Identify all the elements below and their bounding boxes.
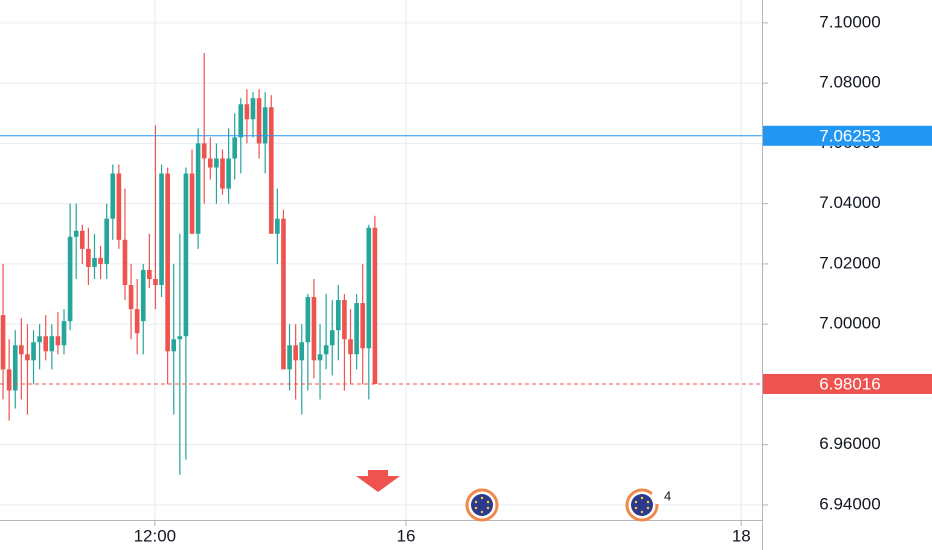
candle-body xyxy=(147,269,152,279)
candle-body xyxy=(348,339,353,355)
candle-body xyxy=(293,345,298,361)
candle-body xyxy=(329,330,335,346)
candle-body xyxy=(226,158,231,189)
last-price-label-box xyxy=(763,373,932,394)
candle-body xyxy=(37,336,42,343)
candle-body xyxy=(122,239,128,286)
candle-body xyxy=(12,345,18,391)
sell-marker[interactable] xyxy=(356,476,400,492)
candles xyxy=(0,53,378,475)
candle-body xyxy=(79,230,85,249)
candle-body xyxy=(256,98,262,144)
candle-body xyxy=(262,107,268,144)
candle-body xyxy=(287,345,292,370)
y-tick-label: 6.94000 xyxy=(819,494,880,513)
candle-body xyxy=(92,257,97,267)
candle-body xyxy=(140,269,146,322)
candle-body xyxy=(98,257,103,264)
candle-body xyxy=(342,300,347,340)
candle-body xyxy=(244,104,250,120)
x-tick-label: 16 xyxy=(397,526,416,545)
candle-body xyxy=(61,321,67,346)
candle-body xyxy=(25,354,30,361)
candle-body xyxy=(323,345,329,355)
candle-body xyxy=(207,158,213,168)
event-count: 4 xyxy=(664,488,671,503)
candle-body xyxy=(195,143,201,234)
candle-body xyxy=(183,173,189,337)
candle-body xyxy=(317,354,323,361)
overlays xyxy=(0,135,762,385)
candle-body xyxy=(0,315,6,370)
candle-body xyxy=(201,143,207,159)
candle-body xyxy=(104,218,109,264)
candle-body xyxy=(128,285,134,310)
candle-body xyxy=(238,104,244,138)
y-tick-label: 7.10000 xyxy=(819,12,880,31)
candle-body xyxy=(49,336,55,352)
candle-body xyxy=(55,336,61,346)
candle-body xyxy=(281,218,286,370)
candle-body xyxy=(159,173,164,286)
candle-body xyxy=(250,98,256,120)
candle-body xyxy=(305,297,311,343)
candle-body xyxy=(299,342,305,361)
candle-body xyxy=(354,303,359,355)
last-price-label: 6.98016 xyxy=(819,374,880,393)
event-icon[interactable] xyxy=(465,488,499,522)
candle-body xyxy=(189,173,195,234)
candle-body xyxy=(116,173,122,240)
x-tick-label: 18 xyxy=(732,526,751,545)
y-tick-label: 6.96000 xyxy=(819,434,880,453)
candle-body xyxy=(31,342,36,361)
candle-body xyxy=(6,369,12,391)
y-tick-label: 7.04000 xyxy=(819,193,880,212)
candle-body xyxy=(165,173,170,352)
candle-body xyxy=(73,230,79,237)
y-tick-label: 7.00000 xyxy=(819,314,880,333)
y-tick-label: 7.08000 xyxy=(819,73,880,92)
candle-body xyxy=(232,137,238,159)
candle-body xyxy=(43,336,49,352)
candle-body xyxy=(311,297,317,361)
grid xyxy=(0,0,762,520)
candle-body xyxy=(134,309,140,334)
x-tick-label: 12:00 xyxy=(134,526,177,545)
candle-body xyxy=(220,158,225,189)
candle-body xyxy=(110,173,116,219)
candle-body xyxy=(171,339,177,352)
sell-marker-stem xyxy=(368,470,388,477)
candle-body xyxy=(177,336,183,340)
event-icon[interactable] xyxy=(625,488,665,522)
candle-body xyxy=(372,227,378,384)
candle-body xyxy=(268,107,274,234)
candle-body xyxy=(336,300,341,331)
y-tick-label: 7.02000 xyxy=(819,253,880,272)
candle-body xyxy=(360,303,366,349)
price-label: 7.06253 xyxy=(819,126,880,145)
candle-body xyxy=(86,248,91,267)
candle-body xyxy=(366,227,372,349)
candle-body xyxy=(153,278,158,286)
candle-body xyxy=(67,236,73,322)
candle-body xyxy=(214,158,219,168)
price-label-box xyxy=(763,125,932,146)
candle-body xyxy=(19,345,24,355)
candle-body xyxy=(275,218,280,234)
